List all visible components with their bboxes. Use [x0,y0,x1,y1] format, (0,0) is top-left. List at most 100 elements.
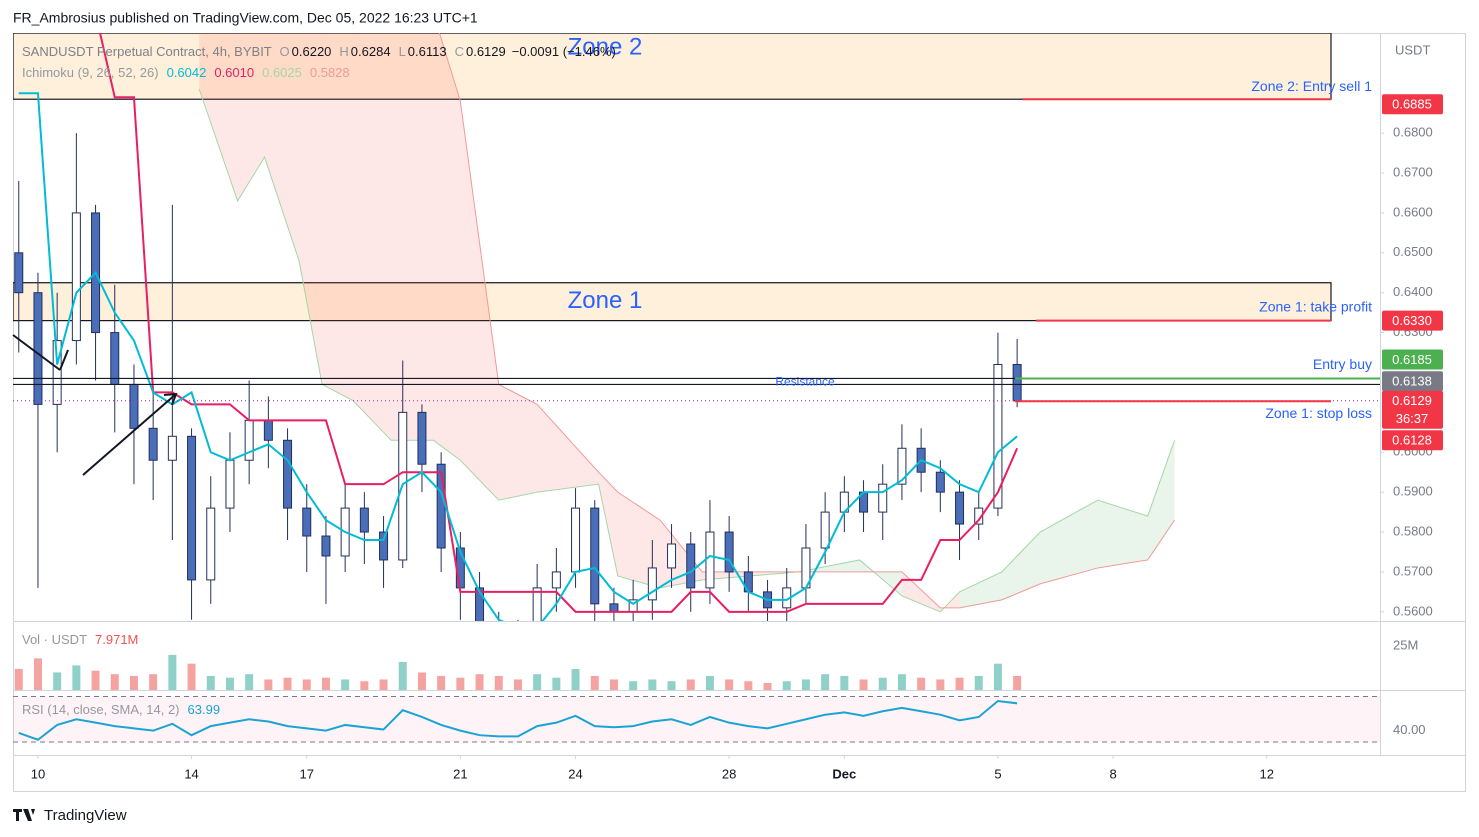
candle-body [52,340,62,405]
candle-body [667,543,677,569]
level-label: Zone 1: stop loss [1265,405,1372,421]
legend-item: 0.6025 [262,65,302,80]
candle-body [590,507,600,605]
volume-bar [744,681,753,690]
span-b-line [438,33,1175,609]
volume-bar [1013,676,1022,690]
volume-bar [53,672,62,690]
volume-bar [72,665,81,690]
byline: FR_Ambrosius published on TradingView.co… [13,10,478,26]
conversion-line [18,92,1018,621]
volume-bar [206,675,215,690]
y-tick-label: 0.5700 [1393,563,1433,578]
legend: SANDUSDT Perpetual Contract, 4h, BYBIT O 0… [22,44,616,59]
volume-bar [629,681,638,690]
y-tick-label: 0.5600 [1393,603,1433,618]
legend-item: C [455,44,464,59]
legend-item: Ichimoku (9, 26, 52, 26) [22,65,159,80]
volume-bar [936,679,945,690]
brand: TradingView [13,807,127,824]
volume-bar [187,663,196,690]
price-label: 0.6885 [1392,97,1432,112]
candle-body [379,531,389,561]
volume-bar [590,675,599,690]
legend: Vol · USDT 7.971M [22,632,138,647]
cloud-fill [1001,532,1041,600]
y-tick-label: 0.6800 [1393,125,1433,140]
volume-bar [225,677,234,690]
legend-item: SANDUSDT Perpetual Contract, 4h, BYBIT [22,44,272,59]
volume-tick-label: 25M [1393,638,1418,653]
candle-body [820,511,830,549]
candle-body [263,419,273,441]
volume-bar [245,674,254,690]
zone-label: Zone 2 [568,33,643,60]
x-tick-label: 10 [31,766,45,781]
volume-bar [91,670,100,690]
cloud-fill [537,404,599,493]
legend-item: −0.0091 (−1.46%) [512,44,616,59]
x-tick-label: 24 [568,766,582,781]
y-tick-label: 0.5800 [1393,523,1433,538]
y-axis-label: USDT [1395,42,1430,57]
cloud-fill [859,559,902,596]
legend: Ichimoku (9, 26, 52, 26) 0.6042 0.6010 0.60… [22,65,350,80]
candle-body [14,252,24,294]
candle-body [225,459,235,509]
legend-item: 0.6284 [351,44,391,59]
volume-bar [648,679,657,690]
x-tick-label: 17 [300,766,314,781]
brand-logo [13,809,35,821]
candle-body [955,491,965,525]
volume-bar [379,679,388,690]
level-label: Zone 2: Entry sell 1 [1251,78,1372,94]
level-label: Entry buy [1313,356,1372,372]
candle-body [705,531,715,589]
volume-bar [283,677,292,690]
cloud-fill [901,571,941,612]
volume-bar [974,675,983,690]
x-tick-label: 12 [1259,766,1273,781]
cloud-fill [352,33,392,441]
volume-bar [801,679,810,690]
candle-body [974,507,984,525]
volume-bar [571,668,580,690]
countdown: 36:37 [1396,411,1429,426]
volume-bar [667,681,676,690]
legend-item: 0.5828 [310,65,350,80]
candle-body [206,507,216,581]
volume-bar [513,679,522,690]
zone [13,282,1332,322]
candle-body [187,435,197,581]
rsi-band [13,696,1380,743]
legend-item: 0.6010 [214,65,254,80]
cloud-fill [322,33,353,401]
volume-bar [552,677,561,690]
volume-bar [840,675,849,690]
candle-body [148,427,158,461]
resistance-label: Resistance [775,375,835,389]
volume-bar [302,679,311,690]
candle-body [647,567,657,601]
trend-line [59,349,69,371]
volume-bar [33,658,42,690]
trend-line [12,334,61,371]
volume-bar [341,679,350,690]
price-label: 0.6138 [1392,374,1432,389]
cloud-fill [199,33,238,201]
level-label: Zone 1: take profit [1259,298,1372,314]
zone-label: Zone 1 [568,287,643,314]
rsi-pane [13,695,1380,743]
volume-bar [398,661,407,690]
volume-bar [321,677,330,690]
cloud-fill [1097,500,1148,568]
candle-body [724,531,734,573]
volume-bar [897,674,906,690]
cloud-fill [264,33,300,261]
brand-name: TradingView [44,807,127,824]
volume-bar [417,672,426,690]
y-tick-label: 0.6400 [1393,284,1433,299]
cloud-fill [433,33,461,461]
volume-bar [686,679,695,690]
legend: RSI (14, close, SMA, 14, 2) 63.99 [22,702,220,717]
